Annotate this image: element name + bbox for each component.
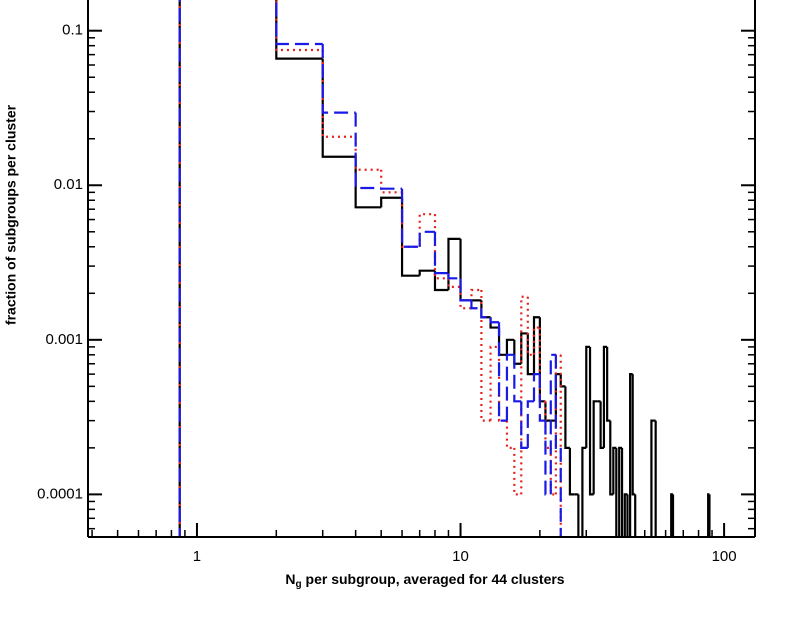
histogram-step — [380, 196, 403, 208]
histogram-step — [513, 354, 522, 403]
histogram-step — [532, 326, 540, 355]
histogram-step — [620, 447, 624, 537]
histogram-step — [559, 447, 562, 537]
histogram-step — [354, 156, 382, 209]
histogram-step — [526, 400, 534, 448]
histogram-step — [400, 192, 420, 248]
histogram-step — [505, 353, 515, 421]
histogram-step — [497, 322, 507, 422]
histogram-step — [606, 346, 611, 422]
histogram-step — [480, 300, 491, 319]
x-label-sub: g — [296, 579, 302, 590]
histogram-step — [581, 446, 587, 537]
histogram-step — [505, 338, 515, 355]
histogram-step — [321, 58, 356, 158]
x-tick-label: 1 — [193, 548, 201, 565]
histogram-step — [577, 494, 580, 537]
y-tick-label: 0.0001 — [37, 485, 83, 502]
x-label-main: N — [285, 571, 295, 587]
histogram-step — [592, 400, 598, 495]
histogram-step — [532, 373, 540, 402]
histogram-step — [321, 44, 356, 114]
histogram-step — [433, 231, 449, 275]
histogram-step — [470, 300, 482, 310]
histogram-step — [380, 187, 403, 190]
histogram-step — [505, 420, 515, 449]
y-tick-label: 0.001 — [45, 331, 83, 348]
histogram-step — [400, 188, 420, 248]
histogram-step — [708, 494, 711, 537]
histogram-step — [433, 270, 449, 292]
histogram-step — [568, 447, 575, 496]
histogram-step — [588, 346, 594, 496]
histogram-step — [470, 288, 482, 309]
histogram-step — [532, 316, 540, 375]
histogram-step — [650, 419, 654, 537]
histogram-step — [447, 278, 461, 288]
histogram-step — [275, 0, 323, 46]
histogram-step — [275, 0, 323, 60]
histogram-step — [497, 346, 507, 422]
histogram-step — [480, 308, 491, 319]
histogram-step — [549, 447, 556, 496]
y-axis-label: fraction of subgroups per cluster — [3, 104, 19, 325]
histogram-step — [459, 286, 472, 310]
histogram-step — [447, 237, 461, 291]
histogram-step — [526, 333, 534, 376]
histogram-step — [520, 332, 528, 364]
y-tick-label: 0.01 — [54, 176, 83, 193]
histogram-step — [459, 278, 472, 302]
histogram-step — [526, 296, 534, 356]
histogram-step — [626, 494, 629, 537]
histogram-step — [654, 420, 657, 537]
histogram-step — [447, 273, 461, 280]
histogram-step — [615, 447, 618, 537]
histogram-step — [554, 354, 561, 449]
histogram-step — [497, 327, 507, 356]
histogram-step — [354, 136, 382, 171]
histogram-step — [321, 50, 356, 138]
histogram-step — [178, 0, 181, 537]
histogram-step — [520, 401, 528, 449]
histogram-step — [380, 169, 403, 194]
y-tick-label: 0.1 — [62, 22, 83, 39]
histogram-step — [631, 374, 636, 496]
histogram-step — [634, 494, 637, 537]
histogram-step — [520, 295, 528, 495]
histogram-step — [418, 213, 435, 247]
histogram-step — [544, 420, 551, 496]
histogram-step — [459, 238, 472, 302]
histogram-step — [400, 197, 420, 277]
histogram-step — [480, 290, 491, 422]
histogram-step — [275, 0, 323, 52]
histogram-step — [538, 374, 546, 422]
histogram-step — [433, 214, 449, 280]
histogram-step — [549, 353, 556, 495]
histogram-step — [418, 269, 435, 276]
histogram-step — [489, 317, 500, 324]
histogram-step — [599, 401, 604, 449]
histogram-step — [489, 345, 500, 421]
x-tick-label: 100 — [712, 548, 737, 565]
x-tick-label: 10 — [452, 548, 469, 565]
axes: 1 10 100 0.1 0.01 0.001 0.0001 — [37, 0, 756, 565]
histogram-step — [418, 230, 435, 247]
histogram-step — [178, 0, 181, 537]
histogram-step — [585, 345, 591, 448]
plot-area — [178, 0, 711, 537]
x-axis-label: Ng per subgroup, averaged for 44 cluster… — [285, 571, 564, 590]
x-label-rest: per subgroup, averaged for 44 clusters — [302, 571, 565, 587]
histogram-step — [564, 386, 570, 449]
histogram-step — [178, 0, 181, 537]
histogram-step — [354, 112, 382, 190]
histogram-step — [671, 494, 675, 537]
